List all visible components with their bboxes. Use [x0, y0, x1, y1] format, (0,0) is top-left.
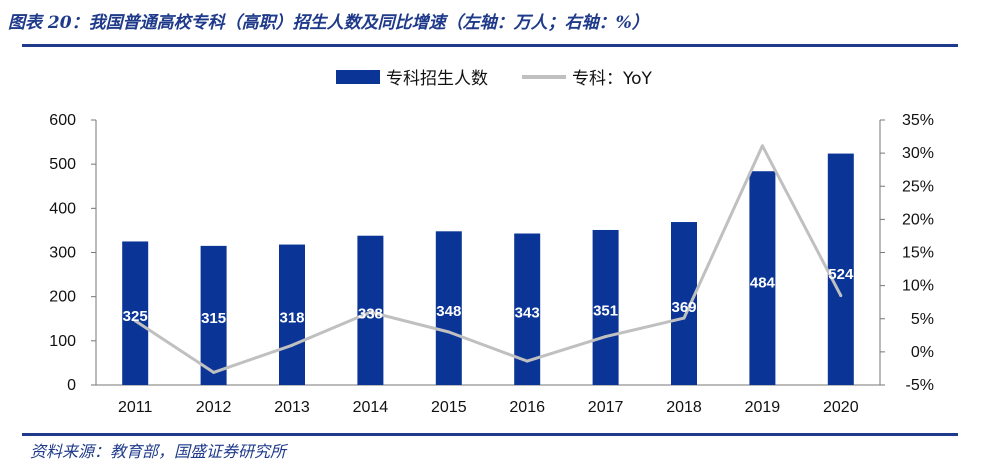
- x-axis-tick-label: 2019: [745, 399, 781, 416]
- left-axis-tick-label: 100: [49, 333, 76, 350]
- bar: [671, 222, 697, 385]
- left-axis-tick-label: 200: [49, 289, 76, 306]
- x-axis-tick-label: 2012: [196, 399, 232, 416]
- left-axis-tick-label: 300: [49, 245, 76, 262]
- bar: [749, 171, 776, 385]
- right-axis-tick-label: 5%: [911, 311, 934, 328]
- bar-data-label: 524: [828, 266, 854, 283]
- yoy-point: [447, 330, 451, 334]
- bar: [122, 241, 149, 385]
- right-axis-tick-label: 30%: [902, 145, 934, 162]
- x-axis-tick-label: 2016: [509, 399, 545, 416]
- top-divider: [22, 44, 958, 47]
- yoy-point: [839, 294, 843, 298]
- yoy-point: [760, 144, 764, 148]
- bar-data-label: 369: [671, 299, 696, 316]
- legend-line-label: 专科：YoY: [572, 69, 653, 89]
- right-axis-tick-label: 20%: [902, 211, 934, 228]
- bar: [279, 244, 305, 385]
- bar-data-label: 351: [593, 303, 618, 320]
- yoy-series: [133, 144, 843, 374]
- yoy-point: [212, 370, 216, 374]
- x-axis-tick-label: 2017: [588, 399, 624, 416]
- x-axis-tick-label: 2013: [274, 399, 310, 416]
- legend: 专科招生人数 专科：YoY: [336, 69, 653, 89]
- left-axis-tick-label: 400: [49, 200, 76, 217]
- yoy-point: [290, 343, 294, 347]
- x-axis-tick-label: 2011: [118, 399, 153, 416]
- right-axis-tick-label: 10%: [902, 278, 934, 295]
- bottom-divider: [22, 433, 958, 436]
- bar-data-label: 315: [201, 310, 226, 327]
- left-axis-tick-label: 0: [67, 377, 76, 394]
- bar: [827, 153, 854, 385]
- bar: [357, 235, 384, 385]
- x-axis-tick-label: 2020: [823, 399, 859, 416]
- legend-bar-swatch: [336, 70, 380, 84]
- right-axis-tick-label: 25%: [902, 178, 934, 195]
- bar-data-label: 338: [358, 305, 383, 322]
- right-axis-tick-label: 0%: [911, 344, 934, 361]
- chart-title: 图表 20：我国普通高校专科（高职）招生人数及同比增速（左轴：万人；右轴：%）: [8, 13, 649, 33]
- bar-data-label: 343: [515, 304, 540, 321]
- yoy-point: [604, 335, 608, 339]
- legend-bar-label: 专科招生人数: [386, 69, 488, 89]
- source-note: 资料来源：教育部，国盛证券研究所: [30, 442, 287, 461]
- yoy-point: [525, 359, 529, 363]
- left-axis-tick-label: 600: [49, 112, 76, 129]
- yoy-point: [682, 316, 686, 320]
- right-axis-tick-label: -5%: [906, 377, 934, 394]
- bar-data-label: 348: [436, 303, 461, 320]
- bar-data-label: 325: [123, 308, 148, 325]
- axes: 0 100 200 300 400 500 600 -5% 0% 5% 10% 15% 20% 25% 30…: [49, 112, 934, 416]
- right-axis-tick-label: 35%: [902, 112, 934, 129]
- bar: [592, 229, 619, 385]
- bar: [200, 245, 227, 385]
- right-axis-tick-label: 15%: [902, 245, 934, 262]
- bar-data-label: 484: [750, 274, 776, 291]
- bar-data-label: 318: [279, 310, 304, 327]
- yoy-line: [134, 144, 843, 374]
- x-axis-tick-label: 2018: [666, 399, 702, 416]
- left-axis-tick-label: 500: [49, 156, 76, 173]
- x-axis-tick-label: 2014: [353, 399, 389, 416]
- x-axis-tick-label: 2015: [431, 399, 467, 416]
- bar: [435, 231, 462, 385]
- yoy-point: [133, 319, 137, 323]
- data-labels: 325 315 318 338 348 343 351 369 484 524: [123, 266, 854, 327]
- yoy-point: [368, 310, 372, 314]
